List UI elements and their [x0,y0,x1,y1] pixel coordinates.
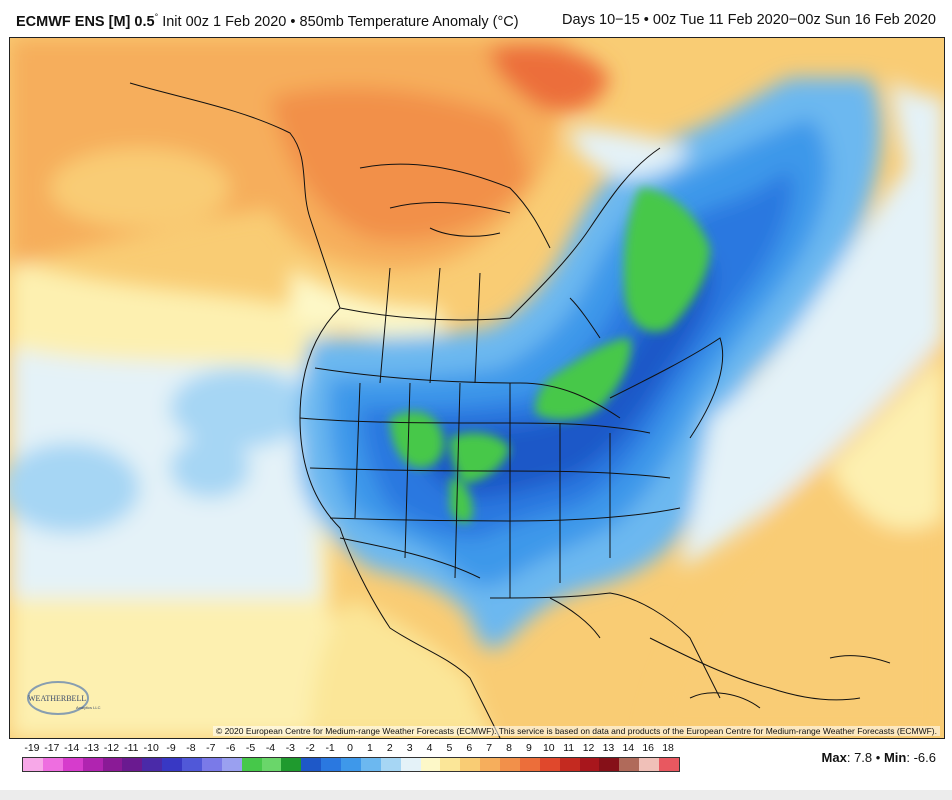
colorbar-label: 13 [602,742,615,754]
colorbar-swatch [360,758,381,771]
colorbar-swatch [579,758,600,771]
colorbar-swatch [261,758,282,771]
colorbar-label: -19 [24,742,40,754]
colorbar-label: -10 [143,742,159,754]
logo-text: WEATHERBELL [28,694,86,703]
colorbar-label: -2 [305,742,315,754]
colorbar-label: 0 [347,742,353,754]
colorbar-swatch [559,758,580,771]
colorbar-label: 8 [506,742,512,754]
colorbar-label: -14 [64,742,80,754]
colorbar-label: -13 [83,742,100,754]
green-cold-anomaly-cores [390,188,710,524]
colorbar-label: 16 [642,742,655,754]
max-value: 7.8 [854,750,873,765]
colorbar-swatch [241,758,262,771]
colorbar-swatch [122,758,143,771]
min-label: Min [883,750,907,765]
colorbar-swatch [281,758,302,771]
colorbar-swatch [480,758,500,771]
max-min-separator: • [875,750,881,765]
colorbar-label: -1 [325,742,335,754]
colorbar-label: -4 [265,742,276,754]
colorbar-swatch [599,758,620,771]
valid-period: Days 10−15 • 00z Tue 11 Feb 2020−00z Sun… [561,12,936,28]
colorbar-label: 3 [406,742,413,754]
colorbar-label: -12 [103,742,120,754]
colorbar-labels: -19 -17 -14 -13 -12 -11 -10 -9 -8 -7 -6 -5 -4 -3 -2 -1 0… [22,742,682,756]
map-title: ECMWF ENS [M] 0.5° Init 00z 1 Feb 2020 •… [16,12,519,30]
colorbar-swatch [440,758,461,771]
bottom-bar [0,790,952,800]
colorbar-swatch [201,758,222,771]
title-bullet: • [290,13,296,30]
colorbar-swatch [460,758,481,771]
copyright-notice: © 2020 European Centre for Medium-range … [212,726,940,736]
weatherbell-logo: WEATHERBELL Analytics LLC [27,681,101,715]
colorbar-label: 6 [466,742,473,754]
max-min-readout: Max: 7.8 • Min: -6.6 [821,750,936,765]
colorbar-label: 5 [446,742,453,754]
colorbar-swatch [400,758,421,771]
colorbar-swatch [23,758,43,771]
colorbar-label: -9 [166,742,176,754]
colorbar-swatch [420,758,441,771]
colorbar-swatch [341,758,361,771]
colorbar-label: -3 [285,742,296,754]
colorbar-label: -17 [44,742,60,754]
colorbar-swatch [500,758,520,771]
colorbar-label: -6 [226,742,236,754]
logo-subtext: Analytics LLC [76,705,101,710]
colorbar-swatch [162,758,182,771]
colorbar-swatch [539,758,560,771]
colorbar-label: 14 [622,742,635,754]
field-name: 850mb Temperature Anomaly (°C) [299,13,519,30]
colorbar-label: -8 [186,742,196,754]
colorbar-swatch [639,758,659,771]
degree-sign: ° [154,12,159,22]
colorbar-label: 11 [563,742,575,754]
colorbar-swatch [380,758,401,771]
min-value: -6.6 [913,750,936,765]
colorbar-label: 12 [582,742,595,754]
colorbar-swatch [619,758,640,771]
colorbar-swatch [221,758,242,771]
max-label: Max [821,750,847,765]
colorbar-label: 2 [386,742,393,754]
colorbar-label: 10 [542,742,555,754]
colorbar-label: 7 [486,742,493,754]
colorbar-swatch [82,758,103,771]
boundaries [129,82,891,738]
colorbar-label: 4 [426,742,433,754]
colorbar-swatch [519,758,540,771]
colorbar-swatch [102,758,123,771]
map-header: ECMWF ENS [M] 0.5° Init 00z 1 Feb 2020 •… [0,0,952,36]
model-name: ECMWF ENS [M] 0.5 [16,13,155,30]
colorbar-swatch [301,758,322,771]
colorbar-label: 18 [662,742,674,754]
anomaly-map: WEATHERBELL Analytics LLC © 2020 Europea… [9,37,945,739]
colorbar-swatch [182,758,202,771]
colorbar-swatch [142,758,163,771]
colorbar-label: 9 [525,742,532,754]
anomaly-map-canvas: WEATHERBELL Analytics LLC [10,38,944,738]
init-time: Init 00z 1 Feb 2020 [162,13,287,30]
colorbar [22,757,680,772]
colorbar-swatch [659,758,679,771]
anomaly-shading [10,38,944,738]
colorbar-swatch [42,758,63,771]
colorbar-label: 1 [366,742,373,754]
colorbar-swatch [321,758,341,771]
colorbar-swatch [62,758,83,771]
colorbar-label: -5 [245,742,256,754]
colorbar-label: -11 [124,742,139,754]
colorbar-label: -7 [206,742,216,754]
